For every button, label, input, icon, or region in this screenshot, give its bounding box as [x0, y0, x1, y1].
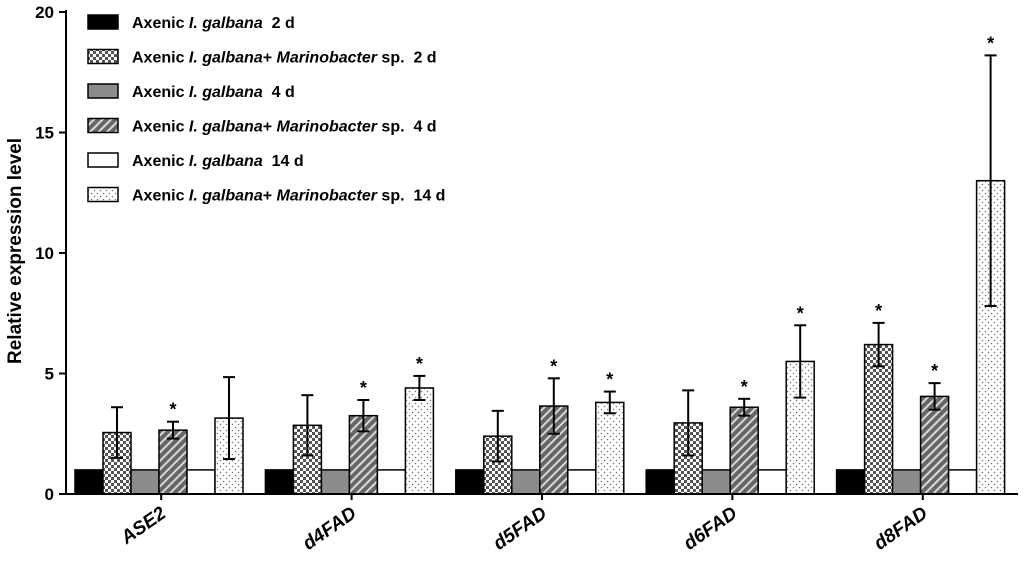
x-tick-label: d4FAD — [299, 503, 361, 555]
bar — [919, 395, 950, 495]
legend-swatch — [87, 83, 119, 99]
significance-marker: * — [741, 377, 748, 397]
legend-entry: Axenic I. galbana 4 d — [132, 84, 295, 101]
bar — [404, 387, 435, 495]
bar — [511, 469, 541, 495]
legend-swatch — [87, 14, 119, 30]
x-tick-label: d8FAD — [870, 503, 932, 555]
legend-entry: Axenic I. galbana+ Marinobacter sp. 2 d — [132, 50, 437, 67]
y-tick-label: 5 — [45, 365, 54, 384]
legend-swatch — [87, 186, 119, 203]
significance-marker: * — [416, 354, 423, 374]
bar — [74, 469, 104, 495]
x-tick-label: ASE2 — [117, 503, 171, 549]
legend-entry: Axenic I. galbana+ Marinobacter sp. 4 d — [132, 119, 437, 136]
bar — [567, 469, 597, 495]
legend-entry: Axenic I. galbana 2 d — [132, 15, 295, 32]
bar — [376, 469, 407, 495]
significance-marker: * — [875, 301, 882, 321]
y-tick-label: 10 — [35, 244, 54, 263]
bar — [264, 469, 295, 495]
y-tick-label: 0 — [45, 485, 54, 504]
bar — [483, 435, 513, 495]
bar — [320, 469, 351, 495]
bar — [835, 469, 866, 495]
bar — [186, 469, 216, 495]
bar — [645, 469, 675, 495]
significance-marker: * — [606, 370, 613, 390]
bar — [729, 406, 759, 495]
bar — [701, 469, 731, 495]
bar — [891, 469, 922, 495]
legend-entry: Axenic I. galbana+ Marinobacter sp. 14 d — [132, 188, 445, 205]
significance-marker: * — [931, 361, 938, 381]
significance-marker: * — [360, 378, 367, 398]
plot-area: * ASE2 * * d4FAD * * d5FAD * * d6FAD * * * d8FAD 0 5 10 15… — [35, 3, 1018, 555]
y-axis-title: Relative expression level — [5, 138, 26, 364]
bar — [595, 401, 625, 495]
bar — [863, 343, 894, 495]
y-tick-label: 20 — [35, 3, 54, 22]
bar — [757, 469, 787, 495]
bar — [455, 469, 485, 495]
significance-marker: * — [987, 33, 994, 53]
legend-entry: Axenic I. galbana 14 d — [132, 153, 304, 170]
x-tick-label: d6FAD — [680, 503, 742, 555]
legend-swatch — [87, 117, 119, 134]
legend-swatch — [87, 48, 119, 65]
bar — [947, 469, 978, 495]
y-tick-label: 15 — [35, 124, 54, 143]
significance-marker: * — [550, 356, 557, 376]
bar — [130, 469, 160, 495]
bar — [158, 429, 188, 495]
legend-swatch — [87, 152, 119, 168]
significance-marker: * — [797, 303, 804, 323]
significance-marker: * — [169, 400, 176, 420]
x-tick-label: d5FAD — [490, 503, 552, 555]
